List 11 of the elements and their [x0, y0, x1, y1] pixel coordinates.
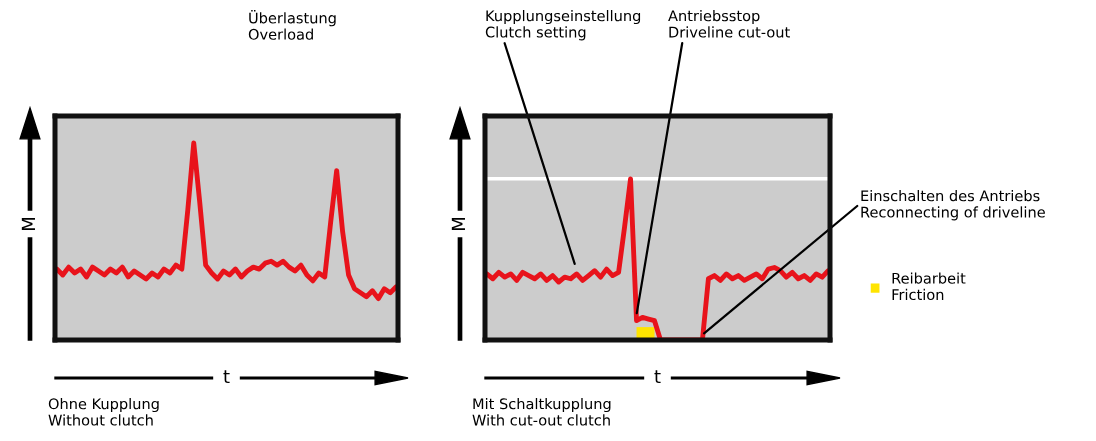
y-axis-title: M [21, 217, 35, 231]
text: Überlastung Overload [248, 10, 336, 40]
x-axis-title: t [654, 370, 661, 383]
text: Einschalten des Antriebs Reconnecting of driveline [861, 190, 1045, 221]
legend-label: Reibarbeit Friction [892, 272, 966, 301]
text: Ohne Kupplung Without clutch [48, 398, 159, 426]
text: Antriebsstop Driveline cut-out [668, 10, 790, 38]
x-axis-title: t [223, 370, 230, 383]
text: Kupplungseinstellung Clutch setting [485, 10, 641, 41]
text: Mit Schaltkupplung With cut-out clutch [472, 398, 611, 426]
y-axis-title: M [451, 217, 465, 231]
